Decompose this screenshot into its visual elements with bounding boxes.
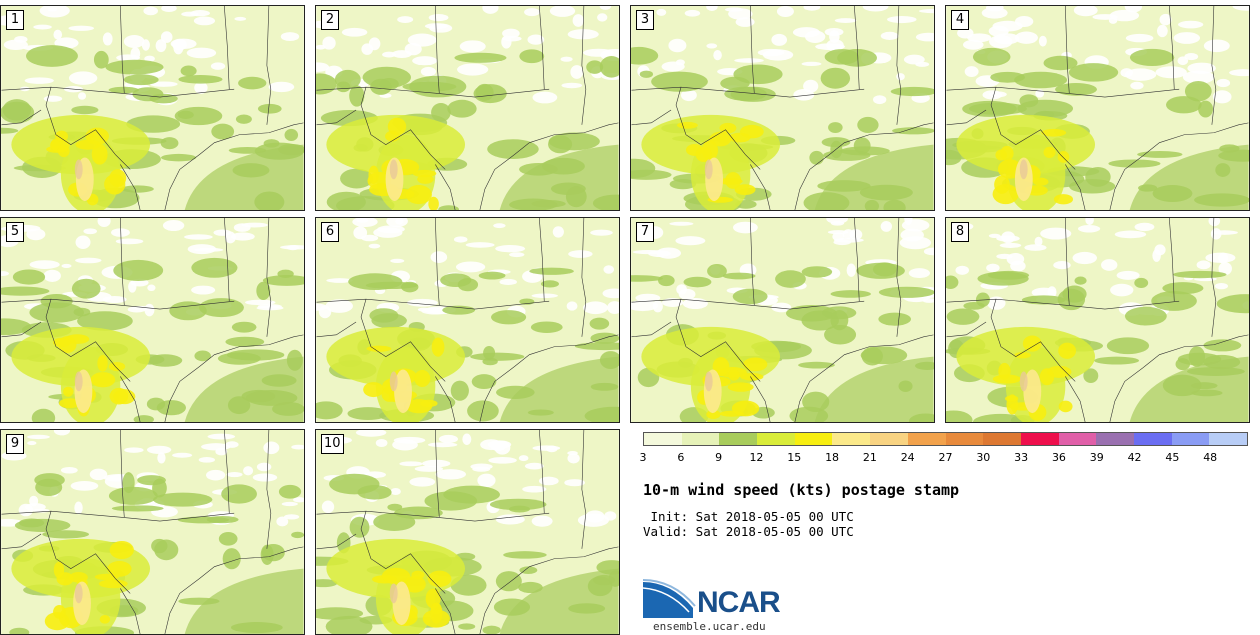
- stamp-9: 9: [0, 429, 305, 635]
- colorbar-segment: [1020, 433, 1059, 445]
- colorbar-segment: [983, 433, 1021, 445]
- colorbar-tick-label: 36: [1051, 451, 1066, 464]
- colorbar: [643, 432, 1248, 446]
- wind-speed-map: [631, 218, 934, 422]
- valid-time: Valid: Sat 2018-05-05 00 UTC: [643, 524, 854, 539]
- stamp-6: 6: [315, 217, 620, 423]
- ncar-logo-icon: [643, 579, 696, 618]
- plot-title: 10-m wind speed (kts) postage stamp: [643, 481, 960, 499]
- colorbar-segment: [1058, 433, 1097, 445]
- stamp-7: 7: [630, 217, 935, 423]
- colorbar-segment: [907, 433, 946, 445]
- logo-url: ensemble.ucar.edu: [653, 620, 766, 633]
- colorbar-segment: [870, 433, 908, 445]
- stamp-label: 5: [6, 222, 24, 242]
- stamp-1: 1: [0, 5, 305, 211]
- colorbar-tick-label: 18: [825, 451, 840, 464]
- colorbar-tick-label: 12: [749, 451, 764, 464]
- stamp-5: 5: [0, 217, 305, 423]
- colorbar-segment: [1096, 433, 1134, 445]
- colorbar-segment: [1171, 433, 1210, 445]
- wind-speed-map: [1, 430, 304, 634]
- colorbar-tick-label: 30: [976, 451, 991, 464]
- colorbar-segment: [719, 433, 758, 445]
- colorbar-tick-label: 9: [715, 451, 723, 464]
- stamp-label: 8: [951, 222, 969, 242]
- colorbar-tick-label: 45: [1165, 451, 1180, 464]
- stamp-label: 4: [951, 10, 969, 30]
- stamp-2: 2: [315, 5, 620, 211]
- colorbar-segment: [757, 433, 795, 445]
- stamp-4: 4: [945, 5, 1250, 211]
- logo-wordmark: NCAR: [697, 586, 781, 619]
- wind-speed-map: [1, 6, 304, 210]
- wind-speed-map: [316, 6, 619, 210]
- wind-speed-map: [946, 6, 1249, 210]
- stamp-label: 2: [321, 10, 339, 30]
- colorbar-tick-label: 15: [787, 451, 802, 464]
- colorbar-tick-label: 42: [1127, 451, 1142, 464]
- colorbar-tick-label: 39: [1089, 451, 1104, 464]
- stamp-10: 10: [315, 429, 620, 635]
- colorbar-tick-label: 33: [1014, 451, 1029, 464]
- stamp-label: 1: [6, 10, 24, 30]
- colorbar-segment: [832, 433, 871, 445]
- colorbar-segment: [644, 433, 682, 445]
- colorbar-tick-label: 21: [862, 451, 877, 464]
- stamp-label: 10: [321, 434, 344, 454]
- stamp-label: 9: [6, 434, 24, 454]
- init-time: Init: Sat 2018-05-05 00 UTC: [643, 509, 854, 524]
- stamp-label: 7: [636, 222, 654, 242]
- colorbar-tick-label: 48: [1203, 451, 1218, 464]
- colorbar-segment: [794, 433, 833, 445]
- wind-speed-map: [1, 218, 304, 422]
- colorbar-tick-label: 6: [677, 451, 685, 464]
- colorbar-segment: [1133, 433, 1172, 445]
- wind-speed-map: [316, 430, 619, 634]
- colorbar-tick-label: 27: [938, 451, 953, 464]
- wind-speed-map: [631, 6, 934, 210]
- colorbar-segment: [681, 433, 720, 445]
- colorbar-segment: [1209, 433, 1247, 445]
- stamp-label: 3: [636, 10, 654, 30]
- stamp-3: 3: [630, 5, 935, 211]
- wind-speed-map: [316, 218, 619, 422]
- colorbar-ticks: 3 6 9 12 15 18 21 24 27 30 33 36 39 42 45 48: [639, 451, 1248, 467]
- colorbar-segment: [945, 433, 984, 445]
- stamp-8: 8: [945, 217, 1250, 423]
- wind-speed-map: [946, 218, 1249, 422]
- colorbar-tick-label: 3: [639, 451, 647, 464]
- colorbar-tick-label: 24: [900, 451, 915, 464]
- stamp-label: 6: [321, 222, 339, 242]
